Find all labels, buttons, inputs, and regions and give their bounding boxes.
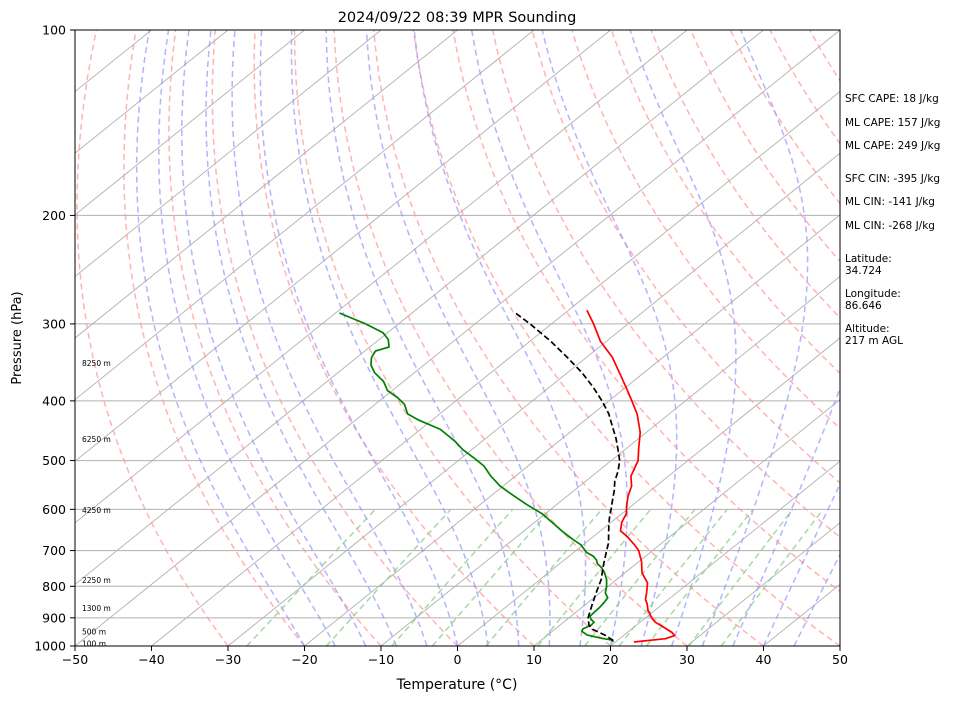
latitude-label: Latitude: <box>845 253 892 265</box>
y-tick-label: 300 <box>42 316 66 331</box>
height-label: 500 m <box>82 628 106 637</box>
ml-cape-text-2: ML CAPE: 249 J/kg <box>845 140 940 152</box>
x-tick-label: 10 <box>526 652 542 667</box>
height-label: 6250 m <box>82 435 111 444</box>
x-tick-label: 0 <box>454 652 462 667</box>
sfc-cin-text: SFC CIN: -395 J/kg <box>845 173 940 185</box>
x-tick-label: 20 <box>603 652 619 667</box>
x-tick-label: 40 <box>756 652 772 667</box>
ml-cin-text-2: ML CIN: -268 J/kg <box>845 220 935 232</box>
y-tick-label: 800 <box>42 579 66 594</box>
y-tick-label: 900 <box>42 610 66 625</box>
height-label: 1300 m <box>82 604 111 613</box>
y-tick-label: 700 <box>42 543 66 558</box>
longitude-label: Longitude: <box>845 288 901 300</box>
altitude-label: Altitude: <box>845 323 890 335</box>
sfc-cape-text: SFC CAPE: 18 J/kg <box>845 93 939 105</box>
x-tick-label: −40 <box>138 652 164 667</box>
y-tick-label: 500 <box>42 453 66 468</box>
height-label: 2250 m <box>82 576 111 585</box>
chart-title: 2024/09/22 08:39 MPR Sounding <box>338 10 577 26</box>
y-tick-label: 200 <box>42 208 66 223</box>
x-tick-label: −10 <box>368 652 394 667</box>
latitude-value: 34.724 <box>845 265 882 277</box>
x-tick-label: −50 <box>62 652 88 667</box>
height-label: 100 m <box>82 639 106 648</box>
y-axis-label: Pressure (hPa) <box>10 291 25 384</box>
height-label: 4250 m <box>82 506 111 515</box>
x-tick-label: 30 <box>679 652 695 667</box>
height-label: 8250 m <box>82 359 111 368</box>
ml-cape-text-1: ML CAPE: 157 J/kg <box>845 117 940 129</box>
x-tick-label: 50 <box>832 652 848 667</box>
y-tick-label: 100 <box>42 23 66 38</box>
longitude-value: 86.646 <box>845 300 882 312</box>
x-tick-label: −30 <box>215 652 241 667</box>
x-tick-label: −20 <box>291 652 317 667</box>
x-axis-label: Temperature (°C) <box>396 677 518 693</box>
y-tick-label: 400 <box>42 393 66 408</box>
altitude-value: 217 m AGL <box>845 335 903 347</box>
ml-cin-text-1: ML CIN: -141 J/kg <box>845 196 935 208</box>
y-tick-label: 600 <box>42 502 66 517</box>
y-tick-label: 1000 <box>34 639 66 654</box>
